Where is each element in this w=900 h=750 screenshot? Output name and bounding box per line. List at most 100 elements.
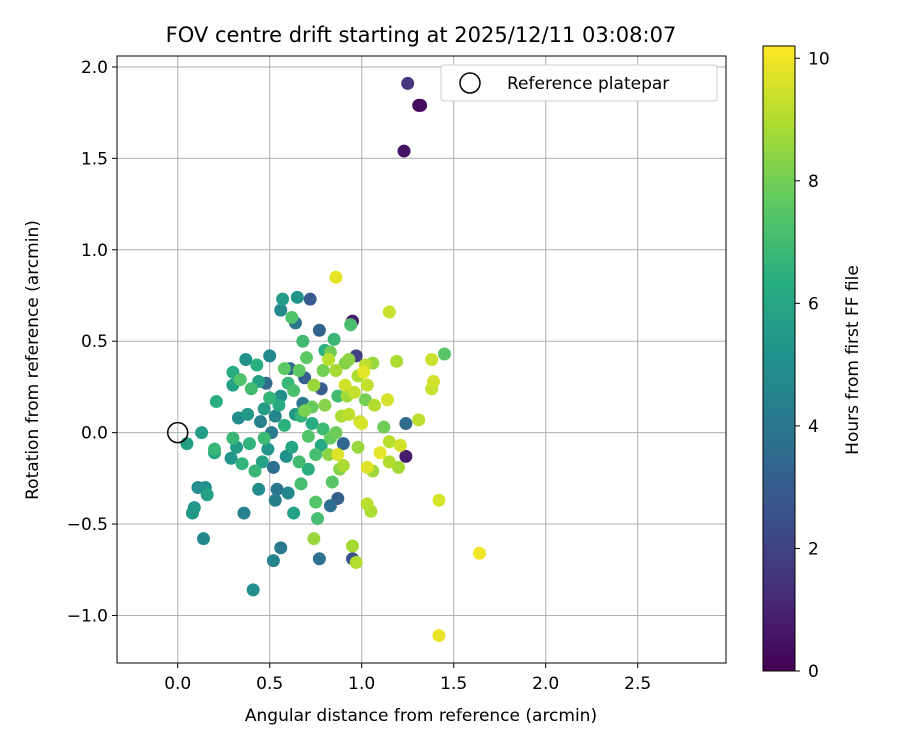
data-point	[254, 415, 268, 429]
data-point	[296, 334, 310, 348]
data-point	[399, 449, 413, 463]
data-point	[316, 422, 330, 436]
colorbar-tick-label: 8	[808, 172, 819, 192]
data-point	[437, 347, 451, 361]
colorbar-tick-label: 0	[808, 662, 819, 682]
data-point	[432, 493, 446, 507]
data-point	[327, 332, 341, 346]
data-point	[200, 488, 214, 502]
colorbar-ticks: 0 2 4 6 8 10	[795, 49, 830, 682]
y-tick-label: 1.0	[81, 241, 108, 261]
data-point	[355, 416, 369, 430]
data-point	[307, 378, 321, 392]
data-point	[257, 431, 271, 445]
data-point	[382, 455, 396, 469]
data-point	[281, 486, 295, 500]
data-point	[336, 459, 350, 473]
data-point	[399, 416, 413, 430]
y-tick-label: 0.0	[81, 424, 108, 444]
data-point	[257, 402, 271, 416]
data-point	[266, 554, 280, 568]
data-points	[180, 76, 486, 643]
y-tick-label: 1.5	[81, 149, 108, 169]
x-axis-ticks: 0.0 0.5 1.0 1.5 2.0 2.5	[164, 663, 651, 694]
data-point	[397, 144, 411, 158]
legend-reference-icon	[459, 72, 481, 94]
y-tick-label: 0.5	[81, 332, 108, 352]
data-point	[309, 495, 323, 509]
data-point	[233, 373, 247, 387]
data-point	[248, 464, 262, 478]
data-point	[224, 451, 238, 465]
data-point	[357, 365, 371, 379]
data-point	[318, 398, 332, 412]
data-point	[360, 497, 374, 511]
chart-title: FOV centre drift starting at 2025/12/11 …	[166, 23, 677, 47]
data-point	[241, 407, 255, 421]
data-point	[373, 446, 387, 460]
data-point	[272, 398, 286, 412]
data-point	[290, 290, 304, 304]
data-point	[360, 460, 374, 474]
data-point	[331, 389, 345, 403]
data-point	[322, 353, 336, 366]
data-point	[368, 398, 382, 412]
data-point	[401, 76, 415, 90]
data-point	[255, 455, 269, 469]
colorbar-tick-label: 10	[808, 49, 830, 69]
x-tick-label: 2.5	[624, 674, 651, 694]
data-point	[344, 318, 358, 332]
data-point	[180, 437, 194, 451]
data-point	[349, 555, 363, 569]
colorbar: 0 2 4 6 8 10 Hours from first FF file	[762, 45, 863, 682]
data-point	[425, 353, 439, 366]
data-point	[390, 354, 404, 368]
data-point	[329, 426, 343, 440]
data-point	[250, 358, 264, 372]
data-point	[360, 378, 374, 392]
data-point	[285, 310, 299, 324]
y-tick-label: −0.5	[67, 515, 108, 535]
data-point	[266, 460, 280, 474]
data-point	[316, 363, 330, 377]
data-point	[301, 429, 315, 443]
x-tick-label: 2.0	[532, 674, 559, 694]
data-point	[285, 440, 299, 454]
data-point	[263, 349, 277, 363]
data-point	[235, 457, 249, 471]
data-point	[325, 475, 339, 489]
data-point	[208, 442, 222, 456]
data-point	[305, 416, 319, 430]
data-point	[274, 303, 288, 317]
colorbar-tick-label: 4	[808, 417, 819, 437]
data-point	[329, 270, 343, 284]
data-point	[276, 292, 290, 306]
data-point	[380, 393, 394, 407]
data-point	[312, 552, 326, 566]
data-point	[311, 512, 325, 526]
data-point	[268, 493, 282, 507]
data-point	[209, 395, 223, 409]
colorbar-gradient	[762, 45, 796, 672]
data-point	[261, 442, 275, 456]
data-point	[246, 583, 260, 597]
data-point	[347, 385, 361, 399]
data-point	[292, 455, 306, 469]
data-point	[277, 362, 291, 376]
colorbar-tick-label: 6	[808, 294, 819, 314]
data-point	[270, 482, 284, 496]
legend-label: Reference platepar	[507, 74, 669, 94]
data-point	[307, 532, 321, 546]
data-point	[414, 98, 428, 112]
data-point	[312, 323, 326, 337]
data-point	[292, 363, 306, 377]
data-point	[346, 539, 360, 553]
data-point	[322, 448, 336, 462]
x-tick-label: 0.5	[256, 674, 283, 694]
x-tick-label: 0.0	[164, 674, 191, 694]
y-axis-label: Rotation from reference (arcmin)	[23, 220, 43, 500]
data-point	[277, 418, 291, 432]
data-point	[244, 382, 258, 396]
data-point	[268, 409, 282, 423]
grid	[117, 56, 726, 663]
